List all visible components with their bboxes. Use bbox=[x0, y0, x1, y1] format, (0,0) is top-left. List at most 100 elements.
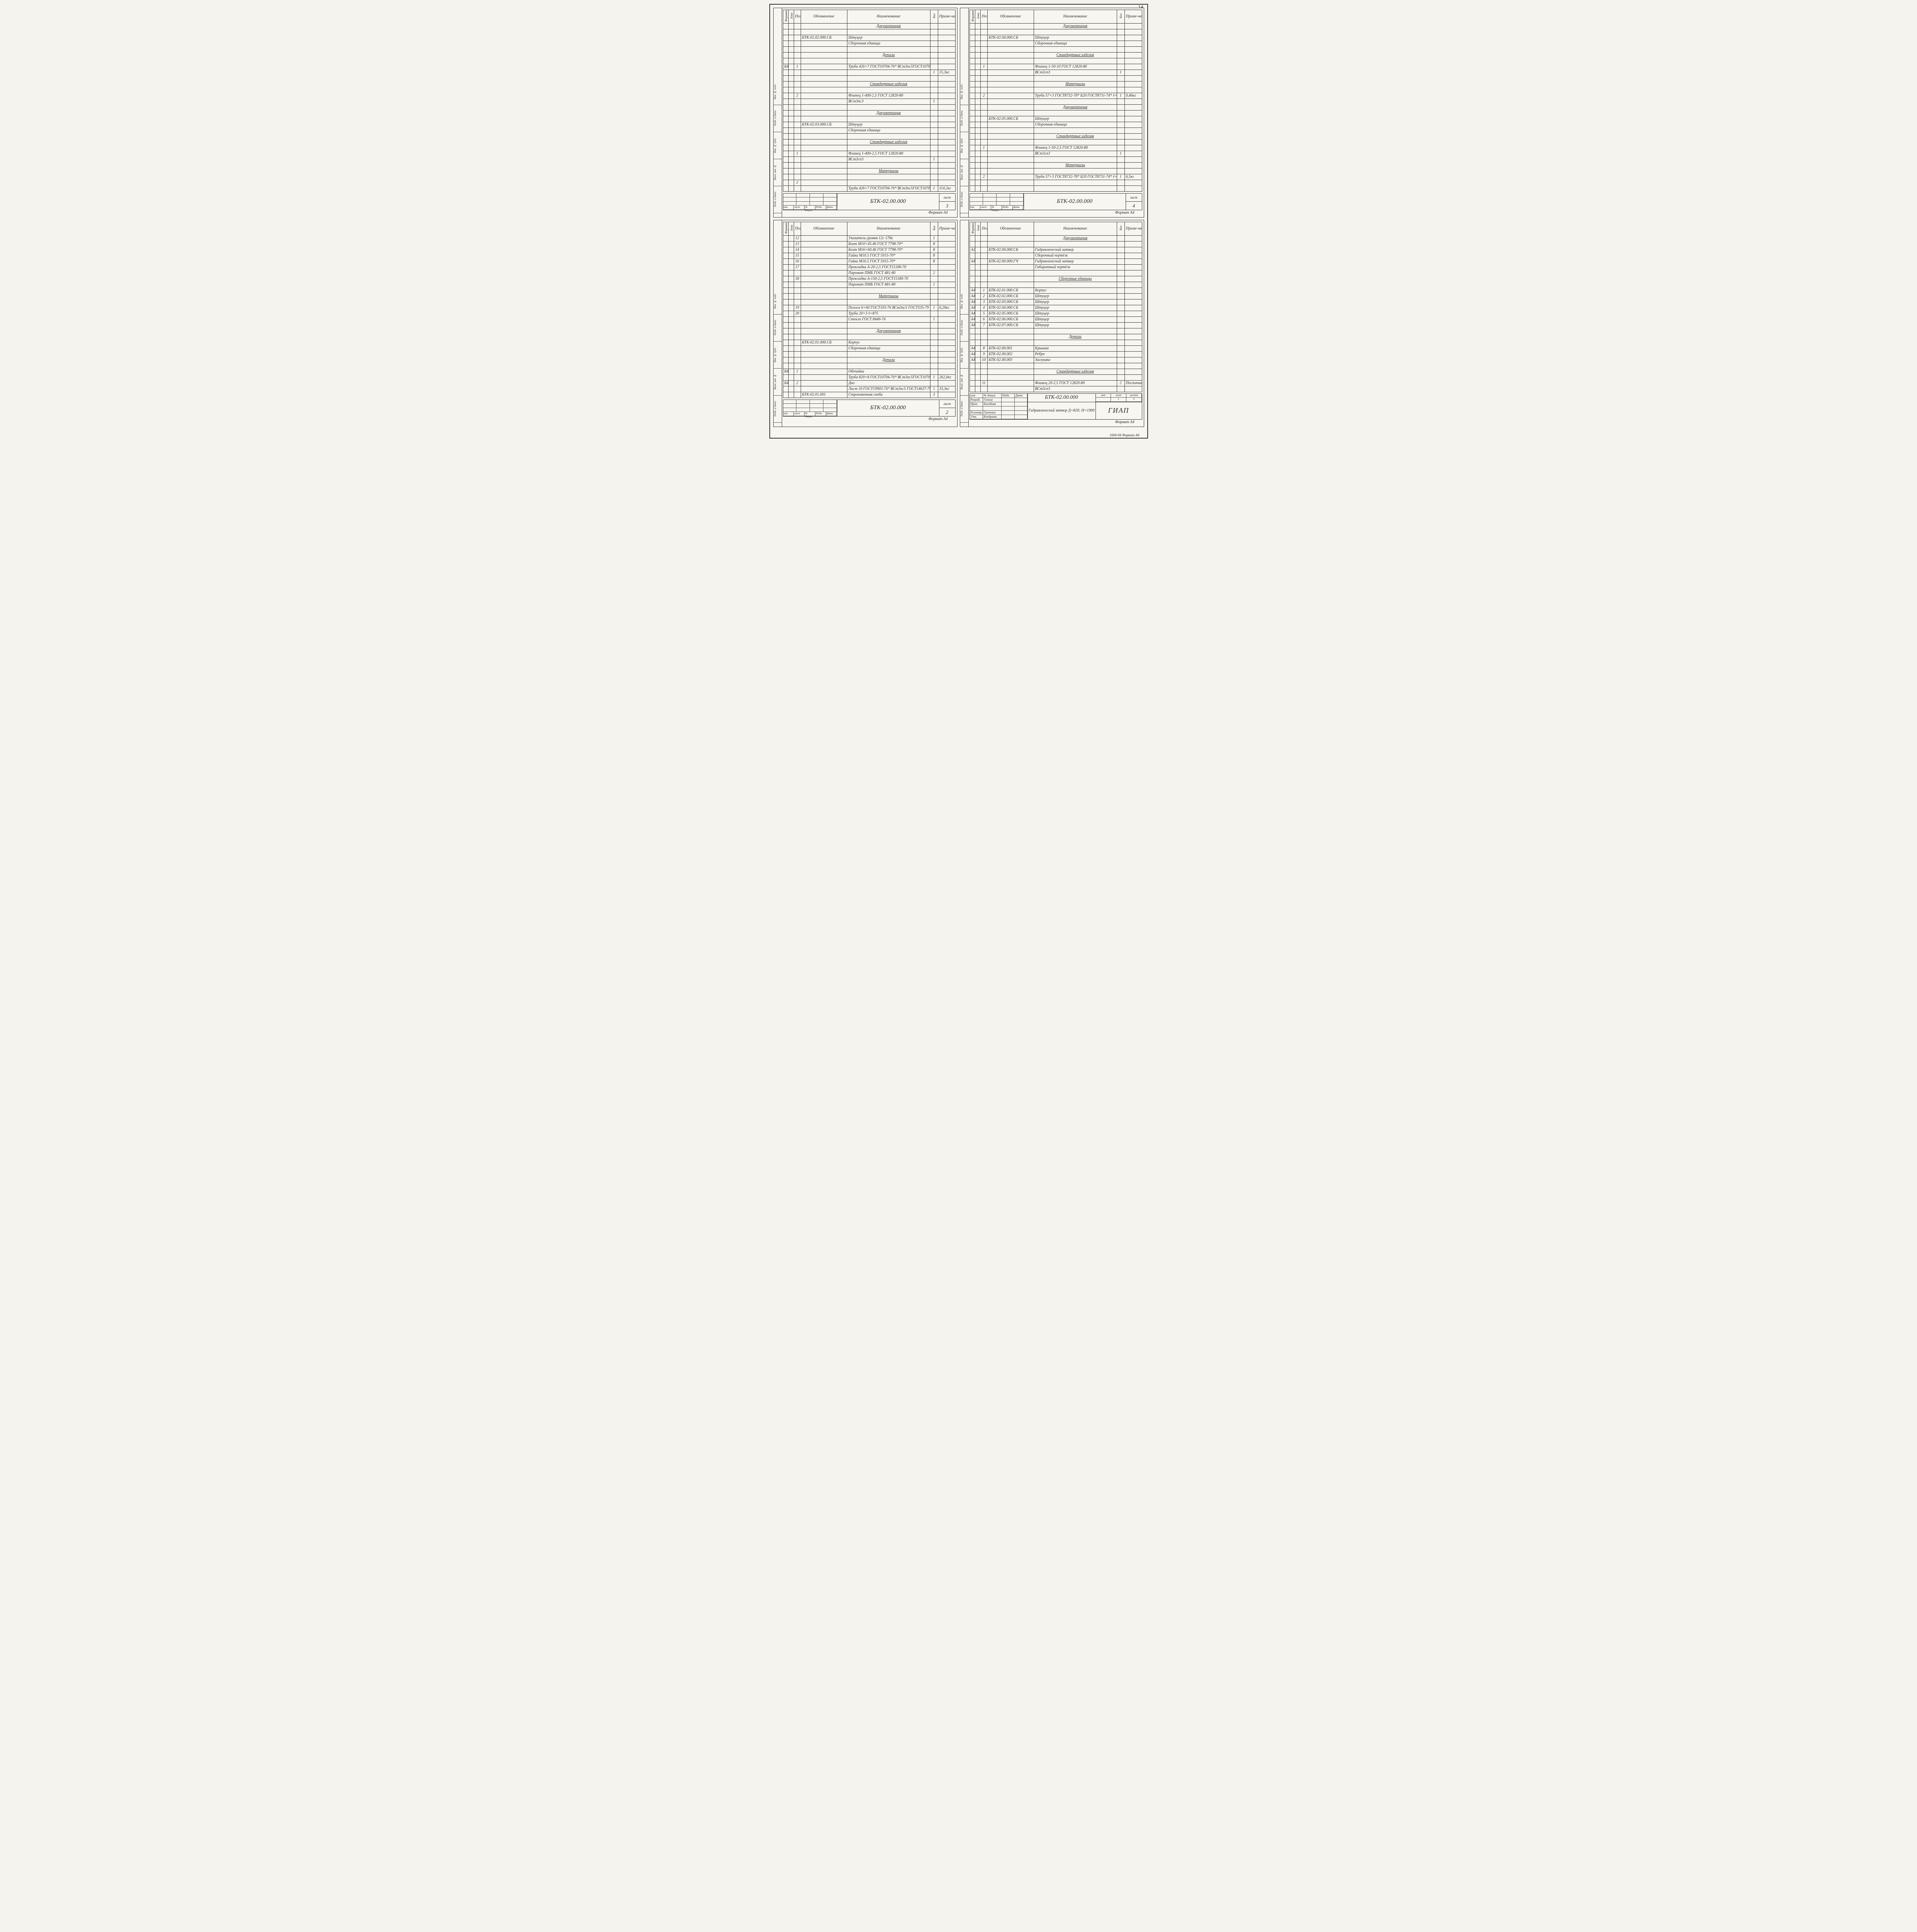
cell-desig bbox=[801, 23, 847, 29]
spec-table: Формат Зона Поз. Обозначение Наименовани… bbox=[783, 222, 956, 398]
cell-name bbox=[847, 116, 930, 122]
cell-zone bbox=[975, 99, 980, 104]
cell-fmt bbox=[970, 70, 975, 75]
cell-pos bbox=[794, 81, 801, 87]
cell-pos bbox=[980, 29, 987, 35]
cell-zone bbox=[975, 363, 980, 369]
cell-pos bbox=[980, 235, 987, 241]
cell-zone bbox=[788, 174, 794, 180]
cell-zone bbox=[975, 380, 980, 386]
cell-pos bbox=[794, 328, 801, 334]
cell-zone bbox=[788, 87, 794, 93]
cell-note: 114,2кг bbox=[938, 185, 955, 191]
cell-qty bbox=[930, 168, 938, 174]
cell-zone bbox=[788, 75, 794, 81]
cell-note bbox=[1124, 345, 1142, 351]
cell-fmt bbox=[970, 174, 975, 180]
cell-qty bbox=[1117, 52, 1124, 58]
cell-zone bbox=[788, 293, 794, 299]
cell-zone bbox=[788, 70, 794, 75]
side-label: Подп. и дата bbox=[960, 396, 968, 423]
cell-fmt: А4 bbox=[970, 345, 975, 351]
hdr-fmt: Формат bbox=[970, 10, 975, 24]
cell-desig bbox=[987, 253, 1034, 259]
cell-note bbox=[938, 110, 955, 116]
cell-desig: БТК-02.05.000.СБ bbox=[987, 116, 1034, 122]
cell-qty bbox=[1117, 322, 1124, 328]
table-row bbox=[970, 282, 1142, 287]
cell-name: Прокладка А-150-2,5 ГОСТ15180-70 bbox=[847, 276, 930, 282]
table-row: Сборочная единица bbox=[970, 41, 1142, 46]
cell-qty bbox=[1117, 122, 1124, 128]
cell-note bbox=[1124, 35, 1142, 41]
cell-qty bbox=[930, 311, 938, 316]
cell-note bbox=[938, 282, 955, 287]
tb-signatures: изм№ докум.Подп.ДатаРазраб.ГазинаПров.Ка… bbox=[970, 394, 1028, 419]
cell-pos bbox=[980, 185, 987, 191]
table-row: 14 Болт М16×60.46 ГОСТ 7798-70* 8 bbox=[783, 247, 955, 253]
cell-fmt bbox=[783, 110, 788, 116]
cell-qty bbox=[1117, 133, 1124, 139]
cell-name: Гайка М16.5 ГОСТ 5915-70* bbox=[847, 259, 930, 264]
cell-pos bbox=[794, 58, 801, 64]
cell-zone bbox=[788, 334, 794, 340]
cell-zone bbox=[788, 305, 794, 311]
cell-note bbox=[1124, 299, 1142, 305]
cell-fmt bbox=[970, 145, 975, 151]
cell-note bbox=[938, 259, 955, 264]
table-row: ВСт3пс3 1 bbox=[783, 99, 955, 104]
cell-zone bbox=[975, 357, 980, 363]
cell-pos bbox=[980, 99, 987, 104]
cell-qty bbox=[1117, 282, 1124, 287]
cell-note bbox=[938, 392, 955, 398]
bottom-label: 1604-04 Формат А4 bbox=[770, 432, 1147, 438]
cell-name: Стандартные изделия bbox=[1034, 369, 1117, 374]
cell-zone bbox=[788, 253, 794, 259]
cell-name: Паронит ПМБ ГОСТ 481-80 bbox=[847, 282, 930, 287]
table-row bbox=[970, 374, 1142, 380]
cell-fmt bbox=[970, 276, 975, 282]
cell-pos bbox=[794, 52, 801, 58]
cell-name bbox=[1034, 87, 1117, 93]
cell-fmt bbox=[783, 334, 788, 340]
cell-name: Детали bbox=[847, 52, 930, 58]
cell-zone bbox=[975, 322, 980, 328]
cell-name: Штуцер bbox=[1034, 116, 1117, 122]
cell-qty bbox=[930, 276, 938, 282]
cell-name bbox=[1034, 328, 1117, 334]
cell-zone bbox=[975, 64, 980, 70]
table-row: 20 Труба 20×3 ℓ=875 bbox=[783, 311, 955, 316]
cell-desig bbox=[987, 241, 1034, 247]
cell-note bbox=[1124, 156, 1142, 162]
cell-desig bbox=[801, 328, 847, 334]
cell-pos bbox=[794, 87, 801, 93]
cell-pos bbox=[980, 259, 987, 264]
tb-org: ГИАП bbox=[1096, 402, 1142, 419]
cell-desig bbox=[987, 23, 1034, 29]
cell-name: ВСт3сп3 bbox=[1034, 386, 1117, 392]
table-row: Документация bbox=[970, 104, 1142, 110]
cell-desig bbox=[987, 374, 1034, 380]
cell-name: Стандартные изделия bbox=[847, 139, 930, 145]
cell-fmt bbox=[783, 23, 788, 29]
cell-note bbox=[1124, 23, 1142, 29]
cell-name: Полоса 6×60 ГОСТ103-76 ВСт3пс5 ГОСТ535-7… bbox=[847, 305, 930, 311]
hdr-name: Наименование bbox=[1034, 10, 1117, 24]
cell-note bbox=[938, 270, 955, 276]
cell-note bbox=[1124, 374, 1142, 380]
cell-pos bbox=[794, 122, 801, 128]
cell-zone bbox=[975, 276, 980, 282]
cell-note bbox=[938, 122, 955, 128]
cell-note bbox=[1124, 185, 1142, 191]
cell-name: Материалы bbox=[1034, 162, 1117, 168]
cell-desig: БТК-02.02.000.СБ bbox=[801, 35, 847, 41]
cell-pos bbox=[980, 70, 987, 75]
spec-table: Формат Зона Поз. Обозначение Наименовани… bbox=[783, 10, 956, 192]
cell-desig bbox=[987, 81, 1034, 87]
table-row: Стекло ГОСТ 8446-74 1 bbox=[783, 316, 955, 322]
hdr-fmt: Формат bbox=[783, 10, 788, 24]
cell-name: Сборочный чертёж bbox=[1034, 253, 1117, 259]
cell-desig bbox=[801, 259, 847, 264]
cell-note bbox=[1124, 87, 1142, 93]
cell-qty bbox=[1117, 351, 1124, 357]
